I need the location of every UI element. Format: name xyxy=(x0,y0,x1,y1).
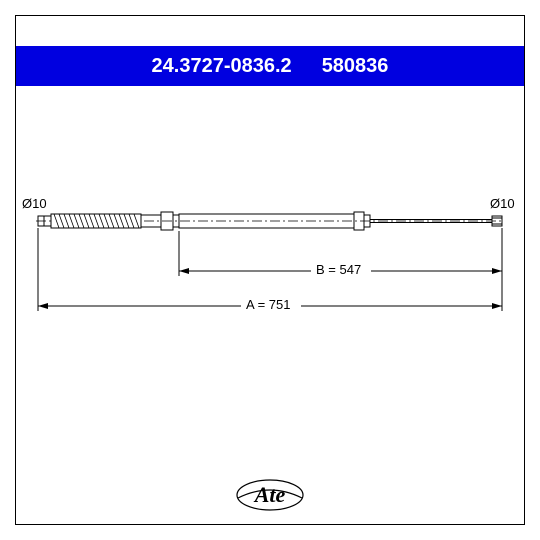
part-number: 24.3727-0836.2 xyxy=(152,55,292,78)
brand-logo: Ate xyxy=(235,478,305,519)
header-bar: 24.3727-0836.2 580836 xyxy=(16,46,524,86)
dimension-b-label: B = 547 xyxy=(316,262,361,277)
svg-text:Ate: Ate xyxy=(253,482,286,507)
right-diameter-label: Ø10 xyxy=(490,196,515,211)
technical-drawing: Ø10 Ø10 B = 547 A = 751 xyxy=(16,166,524,366)
dimension-a-label: A = 751 xyxy=(246,297,290,312)
drawing-frame: 24.3727-0836.2 580836 xyxy=(15,15,525,525)
reference-number: 580836 xyxy=(322,55,389,78)
left-diameter-label: Ø10 xyxy=(22,196,47,211)
